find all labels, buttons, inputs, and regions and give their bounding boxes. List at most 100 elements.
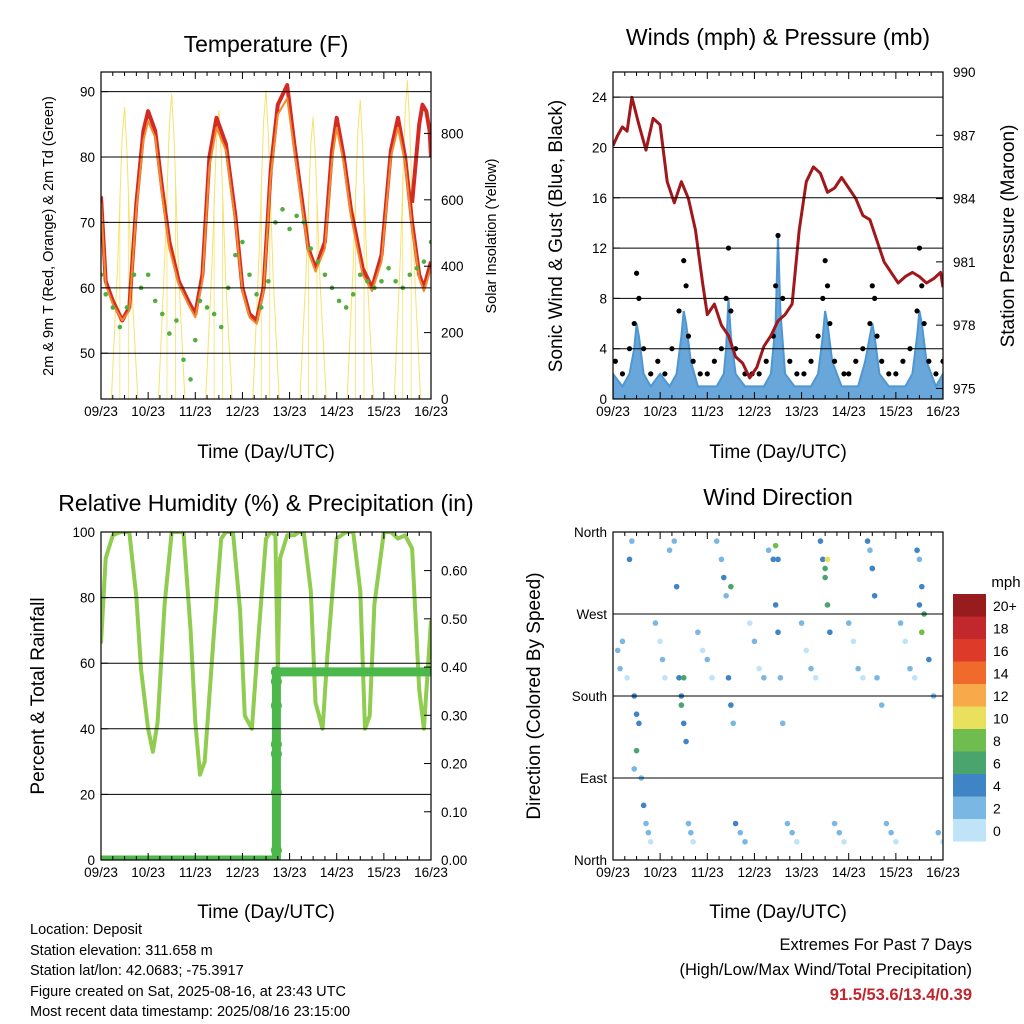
direction-point — [907, 665, 913, 672]
direction-point — [640, 802, 647, 809]
temperature-panel: 09/23 10/23 11/23 12/23 13/23 14/23 15/23 16/23… — [80, 71, 464, 419]
x-tick-label: 11/23 — [179, 865, 212, 880]
td-point — [197, 298, 203, 304]
wind-speed-legend-title: mph — [991, 574, 1020, 591]
direction-point — [629, 538, 635, 544]
td-point — [350, 292, 356, 297]
direction-point — [631, 766, 638, 772]
plot-frame — [100, 531, 432, 861]
legend-swatch — [953, 706, 986, 729]
direction-point — [897, 620, 904, 626]
y-tick-label: 0 — [599, 392, 607, 407]
x-tick-label: 12/23 — [738, 404, 772, 419]
y-right-tick-label: 400 — [441, 259, 464, 274]
gust-point — [874, 333, 880, 339]
legend-label: 8 — [993, 733, 1001, 749]
direction-point — [914, 547, 920, 554]
y-tick-label: West — [576, 607, 607, 622]
direction-point — [678, 702, 685, 708]
direction-point — [911, 674, 918, 681]
td-point — [421, 259, 427, 264]
temperature-ylabel-right: Solar Insolation (Yellow) — [484, 158, 500, 313]
td-point — [167, 331, 172, 336]
station-elevation: Station elevation: 311.658 m — [30, 942, 213, 959]
direction-point — [728, 702, 734, 708]
direction-point — [940, 838, 943, 845]
gust-point — [773, 283, 779, 289]
direction-point — [871, 592, 878, 599]
plot-area — [101, 532, 431, 860]
wind-direction-panel: 09/23 10/23 11/23 12/23 13/23 14/23 15/23 16/23… — [572, 525, 960, 880]
direction-point — [652, 620, 659, 626]
precip-point — [270, 738, 282, 750]
y-tick-label: North — [574, 853, 607, 868]
precip-point — [270, 666, 282, 678]
direction-point — [728, 583, 734, 590]
legend-swatch — [953, 751, 986, 774]
gust-point — [867, 320, 873, 327]
legend-label: 4 — [993, 778, 1001, 794]
direction-point — [855, 665, 861, 672]
legend-label: 6 — [993, 756, 1001, 772]
legend-swatch — [953, 684, 986, 707]
plot-area — [101, 80, 431, 399]
gust-point — [619, 371, 626, 377]
legend-label: 0 — [993, 823, 1001, 839]
gust-point — [824, 283, 831, 289]
td-point — [287, 226, 292, 232]
td-point — [393, 278, 398, 284]
direction-point — [784, 820, 791, 827]
x-tick-label: 09/23 — [596, 404, 630, 419]
direction-point — [777, 674, 784, 681]
direction-point — [878, 702, 885, 708]
gust-point — [683, 283, 689, 289]
legend-swatch — [953, 796, 986, 819]
direction-point — [680, 720, 687, 727]
direction-point — [617, 665, 623, 672]
x-tick-label: 11/23 — [691, 404, 724, 419]
td-point — [414, 265, 420, 271]
direction-point — [673, 583, 680, 590]
gust-point — [763, 358, 769, 364]
direction-point — [867, 547, 873, 554]
direction-point — [683, 738, 689, 745]
y-right-tick-label: 984 — [953, 192, 976, 207]
x-tick-label: 11/23 — [691, 865, 724, 880]
gust-point — [697, 371, 703, 377]
legend-label: 12 — [993, 688, 1009, 704]
direction-point — [624, 674, 630, 681]
precip-point — [270, 786, 282, 798]
y-tick-label: 100 — [72, 525, 95, 540]
td-point — [357, 272, 363, 278]
x-tick-label: 09/23 — [84, 404, 118, 419]
y-right-tick-label: 0 — [441, 392, 449, 407]
td-point — [280, 207, 285, 212]
y-tick-label: 70 — [80, 215, 95, 230]
x-tick-label: 16/23 — [926, 865, 960, 880]
y-tick-label: 60 — [80, 281, 95, 296]
solar-spike — [205, 110, 233, 399]
direction-point — [687, 829, 694, 836]
gust-point — [853, 358, 859, 364]
x-tick-label: 15/23 — [367, 404, 401, 419]
winds-title: Winds (mph) & Pressure (mb) — [626, 24, 930, 50]
station-latlon: Station lat/lon: 42.0683; -75.3917 — [30, 963, 244, 979]
legend-label: 20+ — [993, 598, 1017, 614]
direction-point — [645, 829, 652, 836]
y-right-tick-label: 0.60 — [441, 564, 467, 579]
y-tick-label: 90 — [80, 85, 95, 100]
direction-point — [614, 647, 621, 654]
direction-point — [659, 656, 666, 663]
y-tick-label: 50 — [80, 346, 95, 361]
direction-point — [893, 838, 899, 845]
direction-point — [864, 538, 871, 544]
y-right-tick-label: 0.10 — [441, 805, 467, 820]
y-tick-label: 16 — [592, 191, 607, 206]
gust-point — [846, 371, 852, 377]
gust-point — [704, 371, 710, 377]
direction-point — [817, 538, 824, 544]
y-tick-label: 4 — [599, 342, 607, 357]
direction-point — [779, 720, 786, 727]
x-tick-label: 12/23 — [226, 404, 260, 419]
